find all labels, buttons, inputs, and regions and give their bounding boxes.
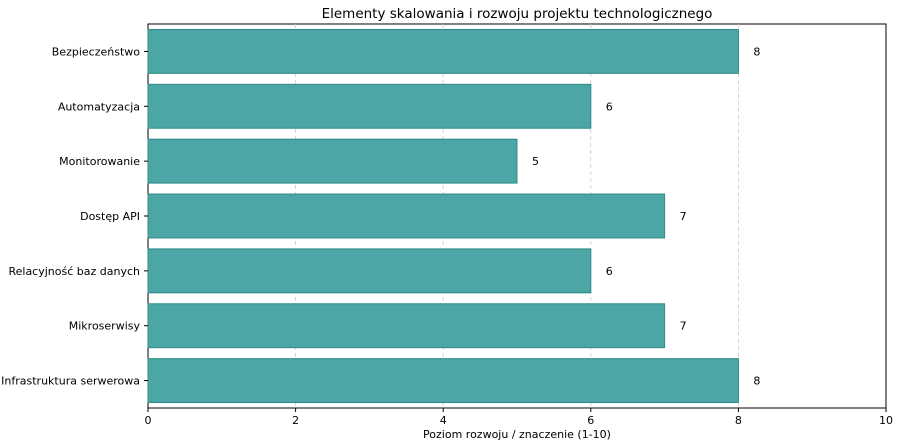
category-label: Mikroserwisy: [69, 320, 141, 333]
bars: [147, 28, 739, 404]
value-label: 6: [606, 100, 613, 113]
x-tick-label: 0: [145, 414, 152, 427]
x-axis-label: Poziom rozwoju / znaczenie (1-10): [423, 428, 611, 441]
value-label: 7: [680, 210, 687, 223]
value-label: 8: [753, 45, 760, 58]
x-axis-ticks: 0 2 4 6 8 10: [145, 408, 893, 427]
x-tick-label: 6: [587, 414, 594, 427]
x-tick-label: 2: [292, 414, 299, 427]
value-labels: 8 6 5 7 6 7 8: [532, 45, 760, 387]
category-label: Infrastruktura serwerowa: [1, 375, 140, 388]
bar-4: [147, 248, 592, 294]
bar-6: [147, 358, 739, 404]
bar-1: [147, 83, 592, 129]
category-labels: Bezpieczeństwo Automatyzacja Monitorowanie…: [1, 45, 148, 388]
value-label: 5: [532, 155, 539, 168]
category-label: Automatyzacja: [58, 100, 140, 113]
x-tick-label: 10: [879, 414, 893, 427]
x-tick-label: 4: [440, 414, 447, 427]
value-label: 8: [753, 375, 760, 388]
category-label: Dostęp API: [80, 210, 140, 223]
bar-2: [147, 138, 518, 184]
value-label: 6: [606, 265, 613, 278]
bar-0: [147, 28, 739, 74]
bar-3: [147, 193, 666, 239]
category-label: Monitorowanie: [59, 155, 140, 168]
chart-title: Elementy skalowania i rozwoju projektu t…: [322, 6, 713, 22]
bar-5: [147, 303, 666, 349]
x-tick-label: 8: [735, 414, 742, 427]
category-label: Bezpieczeństwo: [52, 45, 140, 58]
category-label: Relacyjność baz danych: [8, 265, 140, 278]
value-label: 7: [680, 320, 687, 333]
